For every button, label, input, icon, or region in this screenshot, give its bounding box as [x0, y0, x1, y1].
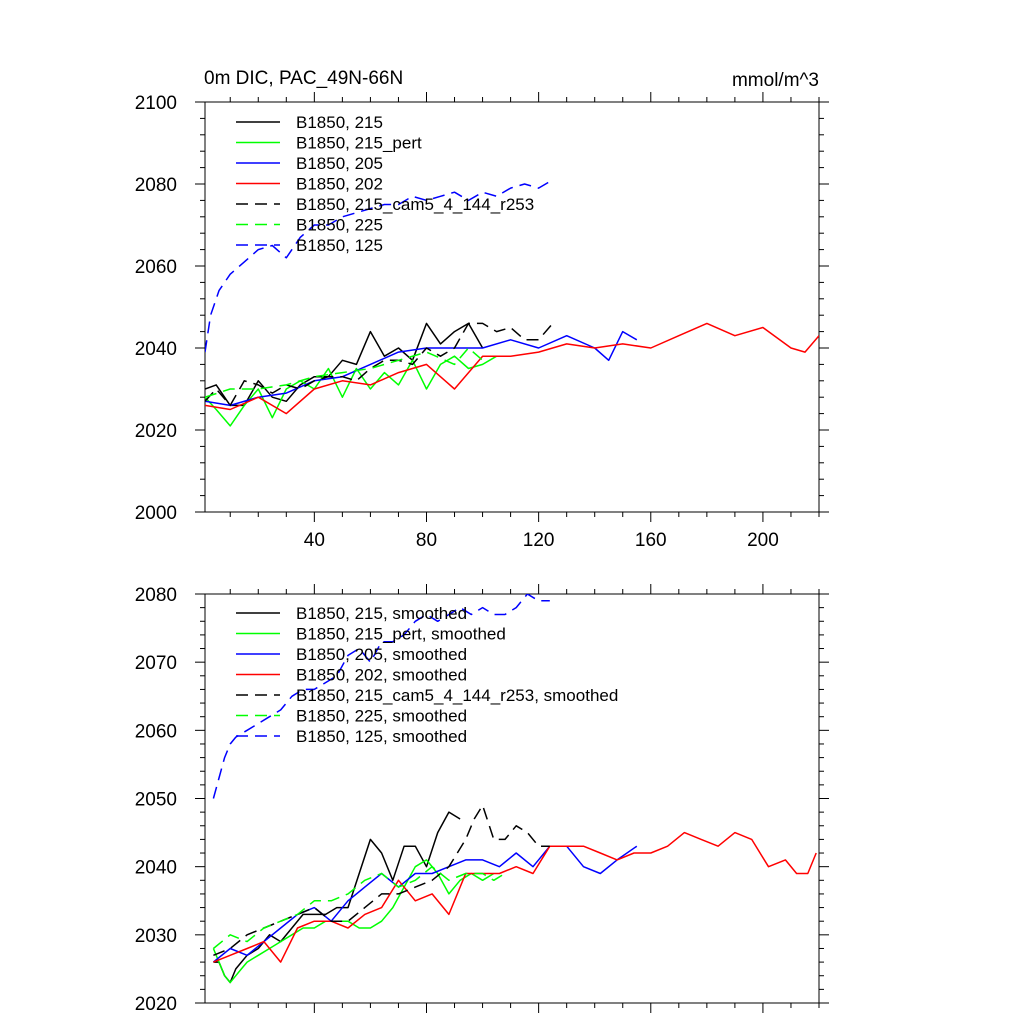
- legend-label: B1850, 215_cam5_4_144_r253, smoothed: [296, 686, 618, 705]
- chart-units: mmol/m^3: [732, 70, 819, 91]
- series-line-b1850-125-smoothed: [212, 594, 550, 799]
- y-tick-label: 2080: [135, 585, 177, 606]
- y-tick-label: 2100: [135, 93, 177, 114]
- y-tick-label: 2020: [135, 994, 177, 1015]
- y-tick-label: 2060: [135, 257, 177, 278]
- chart-title: 0m DIC, PAC_49N-66N: [204, 68, 403, 89]
- legend-label: B1850, 215: [296, 113, 383, 132]
- legend-label: B1850, 225: [296, 216, 383, 235]
- y-tick-label: 2060: [135, 721, 177, 742]
- legend-label: B1850, 125: [296, 236, 383, 255]
- y-tick-label: 2050: [135, 790, 177, 811]
- series-line-b1850-215-pert-smoothed: [212, 859, 495, 984]
- y-tick-label: 2070: [135, 653, 177, 674]
- x-tick-label: 40: [304, 530, 325, 551]
- top-panel: 2000 2020 2040 2060 2080 2100 40 80 120 160 200 B18…: [135, 92, 829, 551]
- legend-label: B1850, 215_pert: [296, 134, 422, 153]
- x-tick-label: 160: [635, 530, 667, 551]
- x-tick-label: 120: [523, 530, 555, 551]
- legend: B1850, 215, smoothed B1850, 215_pert, smo…: [236, 604, 618, 746]
- legend-label: B1850, 215, smoothed: [296, 604, 467, 623]
- y-tick-label: 2020: [135, 421, 177, 442]
- series-line-b1850-202-smoothed: [213, 831, 817, 963]
- series-line-b1850-215-cam5-4-144-r253: [205, 322, 554, 407]
- x-tick-label: 200: [747, 530, 779, 551]
- y-tick-label: 2080: [135, 175, 177, 196]
- legend-label: B1850, 125, smoothed: [296, 727, 467, 746]
- y-tick-label: 2040: [135, 339, 177, 360]
- x-tick-label: 80: [416, 530, 437, 551]
- series-group: [205, 179, 819, 427]
- y-tick-label: 2000: [135, 503, 177, 524]
- series-line-b1850-202: [205, 322, 819, 415]
- series-line-b1850-215: [205, 322, 484, 407]
- legend-label: B1850, 202: [296, 175, 383, 194]
- series-line-b1850-225-smoothed: [212, 865, 506, 950]
- series-line-b1850-225: [205, 347, 484, 398]
- series-line-b1850-215-smoothed: [213, 811, 461, 984]
- y-tick-label: 2040: [135, 858, 177, 879]
- series-line-b1850-125: [205, 179, 554, 353]
- y-tick-label: 2030: [135, 926, 177, 947]
- legend-label: B1850, 205: [296, 154, 383, 173]
- plot-frame: [204, 101, 820, 513]
- legend-label: B1850, 215_cam5_4_144_r253: [296, 195, 534, 214]
- legend-label: B1850, 205, smoothed: [296, 645, 467, 664]
- series-group: [212, 594, 817, 984]
- legend-label: B1850, 202, smoothed: [296, 666, 467, 685]
- series-line-b1850-205: [205, 330, 638, 407]
- legend-label: B1850, 215_pert, smoothed: [296, 625, 506, 644]
- series-line-b1850-215-cam5-4-144-r253-smoothed: [213, 804, 550, 956]
- bottom-panel: 2020 2030 2040 2050 2060 2070 2080 B1850, 215, …: [135, 584, 829, 1015]
- legend-label: B1850, 225, smoothed: [296, 707, 467, 726]
- series-line-b1850-215-pert: [205, 355, 497, 427]
